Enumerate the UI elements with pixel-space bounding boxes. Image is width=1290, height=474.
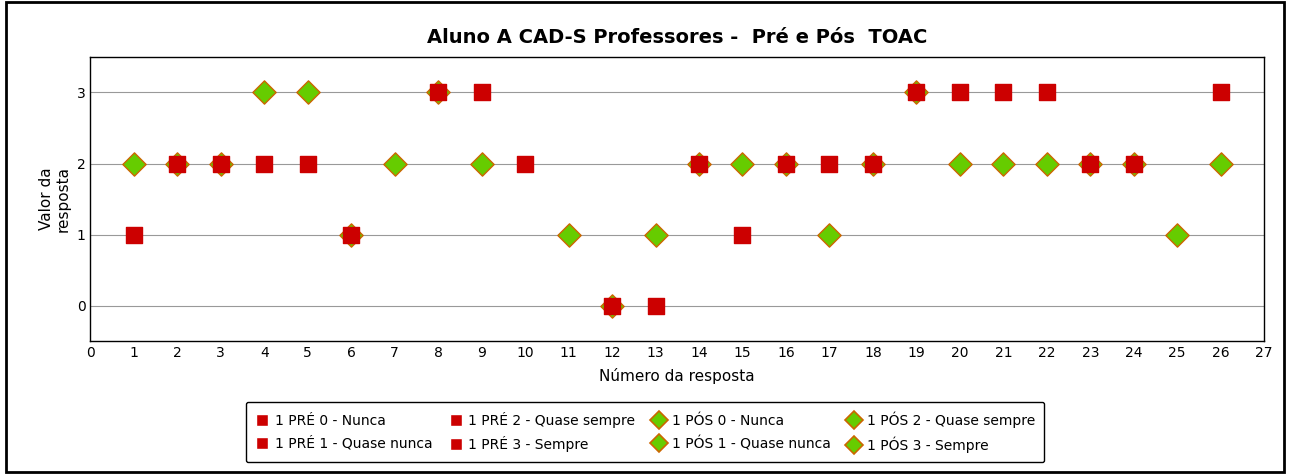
Point <box>515 160 535 167</box>
Point <box>428 89 449 96</box>
Point <box>1124 160 1144 167</box>
Point <box>689 160 710 167</box>
Point <box>1036 160 1057 167</box>
Point <box>775 160 796 167</box>
Point <box>210 160 231 167</box>
Point <box>254 89 275 96</box>
Point <box>298 160 319 167</box>
Point <box>949 160 970 167</box>
Point <box>1210 89 1231 96</box>
Point <box>645 231 666 238</box>
Point <box>384 160 405 167</box>
Point <box>471 89 491 96</box>
Point <box>471 160 491 167</box>
Point <box>1124 160 1144 167</box>
Point <box>689 160 710 167</box>
Point <box>775 160 796 167</box>
Point <box>1080 160 1100 167</box>
Point <box>733 160 753 167</box>
Point <box>341 231 361 238</box>
Point <box>863 160 884 167</box>
Point <box>863 160 884 167</box>
Point <box>906 89 926 96</box>
Point <box>645 302 666 310</box>
Point <box>819 231 840 238</box>
Point <box>1210 160 1231 167</box>
Point <box>601 302 622 310</box>
Point <box>298 89 319 96</box>
Point <box>124 160 144 167</box>
X-axis label: Número da resposta: Número da resposta <box>600 368 755 384</box>
Point <box>124 231 144 238</box>
Point <box>949 89 970 96</box>
Point <box>993 160 1014 167</box>
Legend: 1 PRÉ 0 - Nunca, 1 PRÉ 1 - Quase nunca, 1 PRÉ 2 - Quase sempre, 1 PRÉ 3 - Sempre: 1 PRÉ 0 - Nunca, 1 PRÉ 1 - Quase nunca, … <box>245 401 1045 462</box>
Point <box>428 89 449 96</box>
Point <box>906 89 926 96</box>
Point <box>341 231 361 238</box>
Title: Aluno A CAD-S Professores -  Pré e Pós  TOAC: Aluno A CAD-S Professores - Pré e Pós TO… <box>427 28 928 47</box>
Point <box>601 302 622 310</box>
Point <box>819 160 840 167</box>
Point <box>1167 231 1188 238</box>
Point <box>1036 89 1057 96</box>
Y-axis label: Valor da
resposta: Valor da resposta <box>39 166 71 232</box>
Point <box>210 160 231 167</box>
Point <box>166 160 187 167</box>
Point <box>559 231 579 238</box>
Point <box>1080 160 1100 167</box>
Point <box>993 89 1014 96</box>
Point <box>254 160 275 167</box>
Point <box>733 231 753 238</box>
Point <box>166 160 187 167</box>
